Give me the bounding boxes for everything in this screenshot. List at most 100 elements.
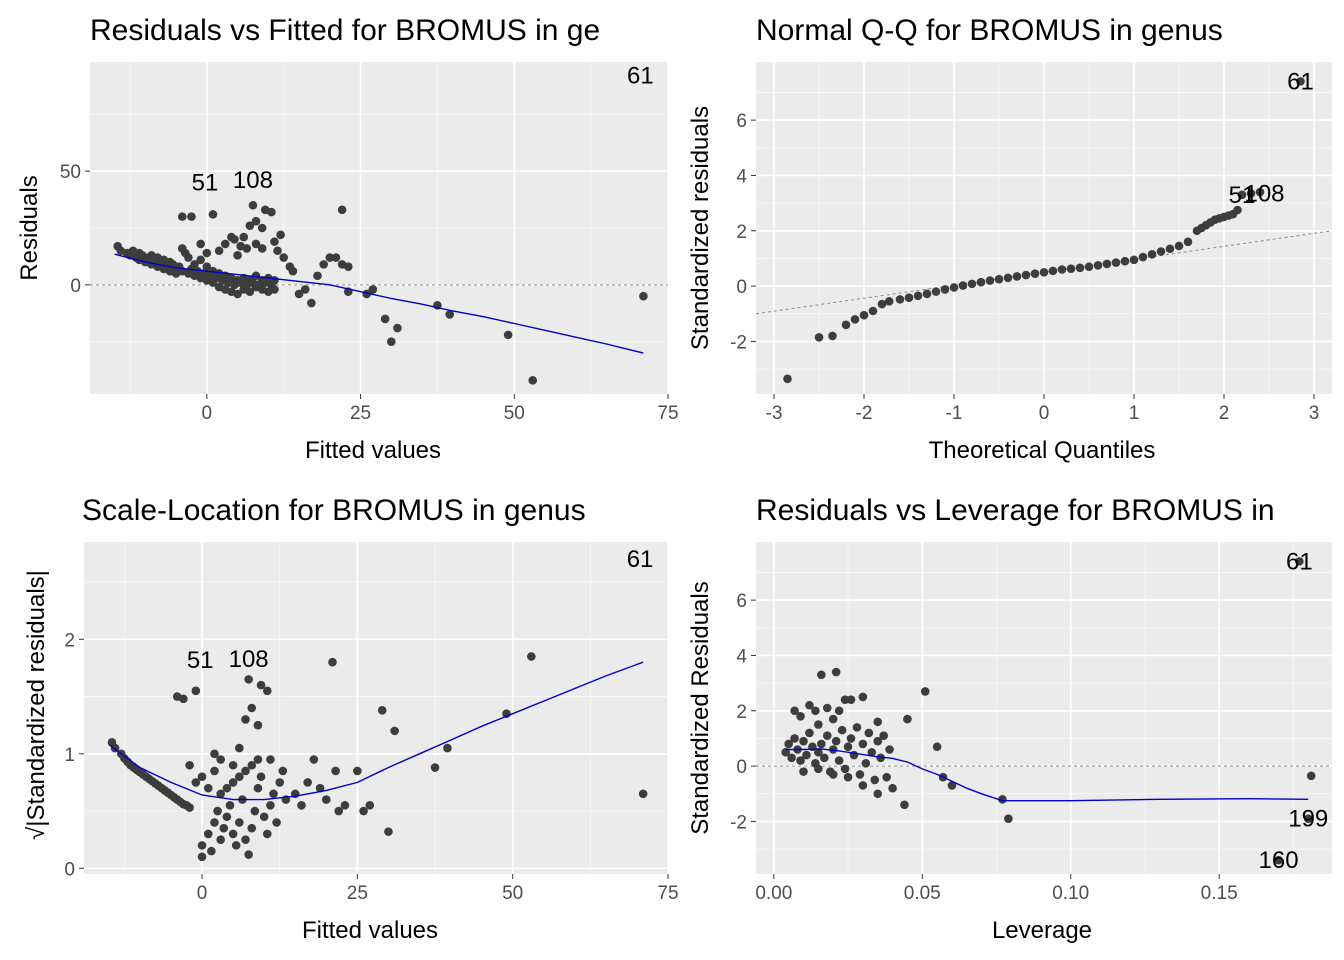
data-point (882, 772, 891, 782)
data-point (834, 706, 844, 716)
data-point (814, 747, 823, 757)
data-point (855, 770, 865, 779)
data-point (225, 801, 235, 810)
x-tick-label: 75 (657, 883, 678, 904)
data-point (445, 310, 455, 319)
data-point (197, 841, 207, 850)
data-point (216, 835, 225, 844)
data-point (1039, 267, 1049, 277)
data-point (884, 297, 894, 306)
y-tick-label: 1 (64, 745, 75, 766)
data-point (251, 239, 261, 249)
data-point (303, 778, 312, 787)
data-point (334, 806, 344, 816)
x-tick-label: -1 (946, 403, 963, 424)
x-axis-label: Theoretical Quantiles (929, 437, 1156, 464)
data-point (233, 289, 242, 299)
y-tick-label: 2 (736, 702, 747, 723)
data-point (247, 823, 257, 833)
data-point (867, 747, 877, 757)
x-tick-labels: -3 -2 -1 0 1 2 3 (766, 394, 1319, 424)
data-point (297, 801, 306, 810)
outlier-label: 108 (233, 167, 273, 194)
data-point (1012, 272, 1022, 281)
data-point (1306, 771, 1316, 781)
data-point (309, 755, 319, 764)
x-tick-labels: 0 25 50 75 (197, 874, 679, 904)
data-point (1147, 249, 1157, 259)
data-point (831, 667, 841, 677)
data-point (307, 298, 316, 308)
data-point (278, 766, 288, 776)
data-point (799, 767, 808, 776)
data-point (430, 763, 440, 772)
data-point (858, 781, 868, 790)
data-point (276, 230, 285, 240)
data-point (828, 331, 837, 341)
data-point (1138, 252, 1148, 262)
data-point (1075, 263, 1085, 273)
data-point (834, 756, 844, 765)
data-point (393, 323, 402, 333)
x-axis-label: Fitted values (302, 917, 438, 944)
y-tick-labels: -2 0 2 4 6 (730, 591, 756, 833)
x-tick-label: -2 (856, 403, 873, 424)
data-point (811, 706, 820, 716)
data-point (879, 731, 888, 740)
x-tick-label: 75 (657, 403, 678, 424)
data-point (216, 789, 225, 799)
data-point (216, 755, 225, 764)
data-point (185, 803, 194, 812)
data-point (1233, 205, 1242, 215)
data-point (1120, 256, 1130, 266)
data-point (272, 818, 281, 827)
data-point (343, 262, 353, 271)
outlier-label: 61 (1286, 548, 1313, 575)
data-point (805, 728, 814, 738)
data-point (1093, 261, 1103, 270)
data-point (196, 255, 205, 265)
data-point (1066, 264, 1076, 273)
data-point (259, 812, 269, 822)
data-points (113, 200, 648, 385)
outlier-label: 61 (1287, 68, 1314, 95)
data-point (214, 246, 224, 256)
data-point (241, 715, 250, 724)
data-point (639, 291, 648, 301)
data-point (1057, 265, 1067, 274)
data-point (885, 745, 894, 754)
data-point (1084, 262, 1094, 272)
data-point (1255, 187, 1265, 197)
data-point (947, 781, 957, 790)
data-point (208, 210, 218, 219)
x-tick-label: 50 (504, 403, 525, 424)
data-point (241, 835, 250, 844)
data-point (177, 212, 187, 221)
data-point (248, 200, 258, 210)
smooth-curve (114, 253, 644, 354)
data-point (873, 789, 883, 799)
data-points (781, 557, 1316, 865)
outlier-label: 61 (627, 546, 654, 573)
data-point (958, 281, 968, 290)
data-point (331, 253, 341, 262)
data-point (814, 720, 823, 729)
x-tick-label: 50 (502, 883, 523, 904)
y-tick-label: 2 (64, 630, 75, 651)
data-point (831, 736, 841, 746)
data-point (262, 829, 272, 839)
data-point (325, 253, 335, 262)
data-point (817, 739, 826, 749)
data-point (843, 772, 853, 782)
data-point (253, 783, 263, 793)
data-point (203, 783, 213, 793)
data-point (1003, 273, 1013, 283)
data-point (873, 717, 883, 727)
data-point (858, 739, 868, 749)
scale-location-panel: Scale-Location for BROMUS in genus 61 51 1… (23, 494, 679, 944)
data-point (876, 753, 886, 763)
